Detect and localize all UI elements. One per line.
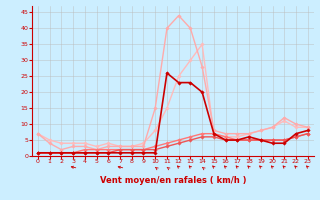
X-axis label: Vent moyen/en rafales ( km/h ): Vent moyen/en rafales ( km/h ) [100, 176, 246, 185]
